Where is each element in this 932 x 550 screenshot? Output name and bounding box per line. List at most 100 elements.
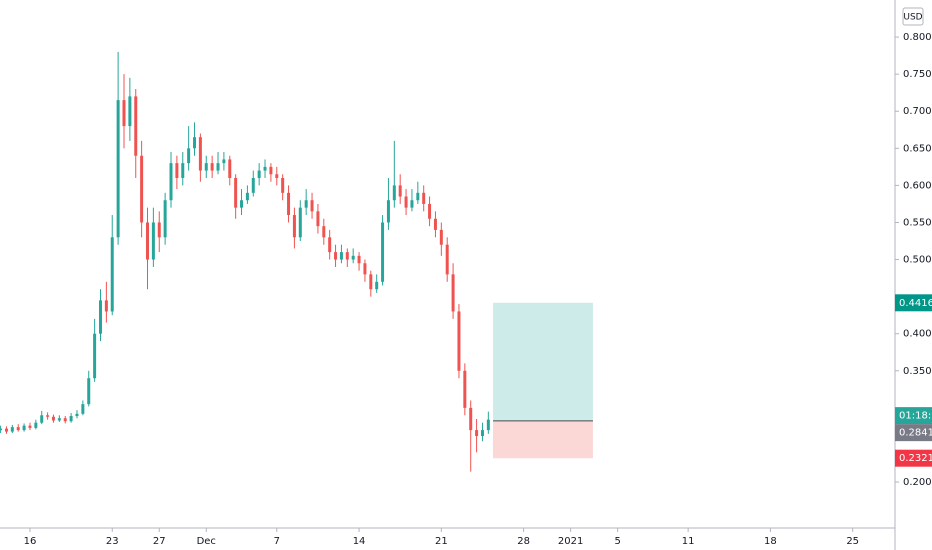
candle-body (134, 96, 138, 156)
candle-body (234, 177, 238, 208)
candle-body (263, 166, 267, 171)
x-tick-label: 18 (764, 536, 777, 547)
candle-body (163, 200, 167, 238)
candle-body (187, 148, 191, 164)
candle-body (451, 274, 455, 312)
candle-body (81, 404, 85, 414)
candle-body (210, 163, 214, 171)
x-tick-label: 27 (153, 536, 166, 547)
candle-body (445, 244, 449, 275)
last-price-badge: 0.28414 (899, 428, 932, 439)
candle-body (40, 415, 44, 423)
x-tick-label: 16 (24, 536, 37, 547)
candle-body (404, 196, 408, 208)
x-tick-label: 23 (106, 536, 119, 547)
x-tick-label: 28 (517, 536, 530, 547)
candle-body (381, 222, 385, 282)
x-tick-label: 14 (353, 536, 366, 547)
candle-body (116, 100, 120, 238)
candle-body (398, 185, 402, 197)
candle-body (363, 263, 367, 275)
candle-body (292, 215, 296, 238)
candle-body (122, 100, 126, 127)
candle-body (245, 192, 249, 201)
candle-body (310, 200, 314, 212)
target-badge-bg (895, 294, 932, 312)
candle-body (433, 218, 437, 230)
candle-body (457, 311, 461, 371)
candle-body (251, 177, 255, 193)
candle-body (269, 166, 273, 175)
candle-body (257, 170, 261, 178)
candle-body (328, 237, 332, 253)
candle-body (275, 174, 279, 178)
candle-body (0, 428, 3, 431)
y-tick-label: 0.55000 (903, 217, 932, 228)
candle-body (304, 200, 308, 208)
candle-body (10, 427, 14, 432)
candle-body (480, 430, 484, 437)
candle-body (298, 207, 302, 238)
candle-body (28, 425, 32, 428)
y-tick-label: 0.70000 (903, 106, 932, 117)
candle-body (369, 274, 373, 290)
countdown-badge-bg (895, 407, 932, 425)
candle-body (57, 418, 61, 421)
candle-body (93, 333, 97, 379)
x-tick-label: 2021 (558, 536, 583, 547)
candle-body (22, 425, 26, 431)
y-tick-label: 0.75000 (903, 69, 932, 80)
candle-body (416, 192, 420, 201)
candle-body (439, 229, 443, 245)
candle-body (281, 177, 285, 193)
loss-zone (493, 420, 593, 459)
stop-badge-bg (895, 449, 932, 467)
y-tick-label: 0.35000 (903, 366, 932, 377)
y-tick-label: 0.40000 (903, 329, 932, 340)
candle-body (87, 378, 91, 405)
candle-body (63, 418, 67, 422)
candle-body (475, 430, 479, 437)
candle-body (339, 252, 343, 260)
candle-body (175, 163, 179, 178)
candle-body (375, 281, 379, 290)
candle-body (351, 255, 355, 260)
candle-body (157, 222, 161, 238)
candle-body (334, 252, 338, 260)
candle-body (34, 422, 38, 428)
candle-body (128, 96, 132, 127)
candle-body (198, 137, 202, 171)
candle-body (204, 163, 208, 171)
candle-body (287, 192, 291, 216)
candle-body (46, 415, 50, 417)
candle-body (469, 407, 473, 431)
y-tick-label: 0.80000 (903, 32, 932, 43)
candle-body (392, 185, 396, 201)
candle-body (322, 226, 326, 238)
candle-body (240, 200, 244, 208)
candle-body (422, 192, 426, 204)
profit-zone (493, 302, 593, 421)
x-tick-label: 21 (435, 536, 448, 547)
countdown-badge: 01:18:55 (899, 411, 932, 422)
candle-body (16, 427, 20, 431)
candle-body (193, 137, 197, 149)
candle-body (410, 200, 414, 208)
y-tick-label: 0.60000 (903, 180, 932, 191)
candle-body (151, 222, 155, 260)
candle-body (169, 163, 173, 201)
y-tick-label: 0.20000 (903, 477, 932, 488)
candle-body (228, 159, 232, 178)
candle-body (428, 203, 432, 219)
candle-body (110, 237, 114, 312)
candle-body (75, 413, 79, 417)
candle-body (69, 416, 73, 422)
candle-body (222, 159, 226, 164)
candle-body (486, 419, 490, 431)
candle-body (98, 300, 102, 334)
candle-body (4, 428, 8, 432)
candle-body (216, 163, 220, 171)
candle-body (181, 163, 185, 178)
